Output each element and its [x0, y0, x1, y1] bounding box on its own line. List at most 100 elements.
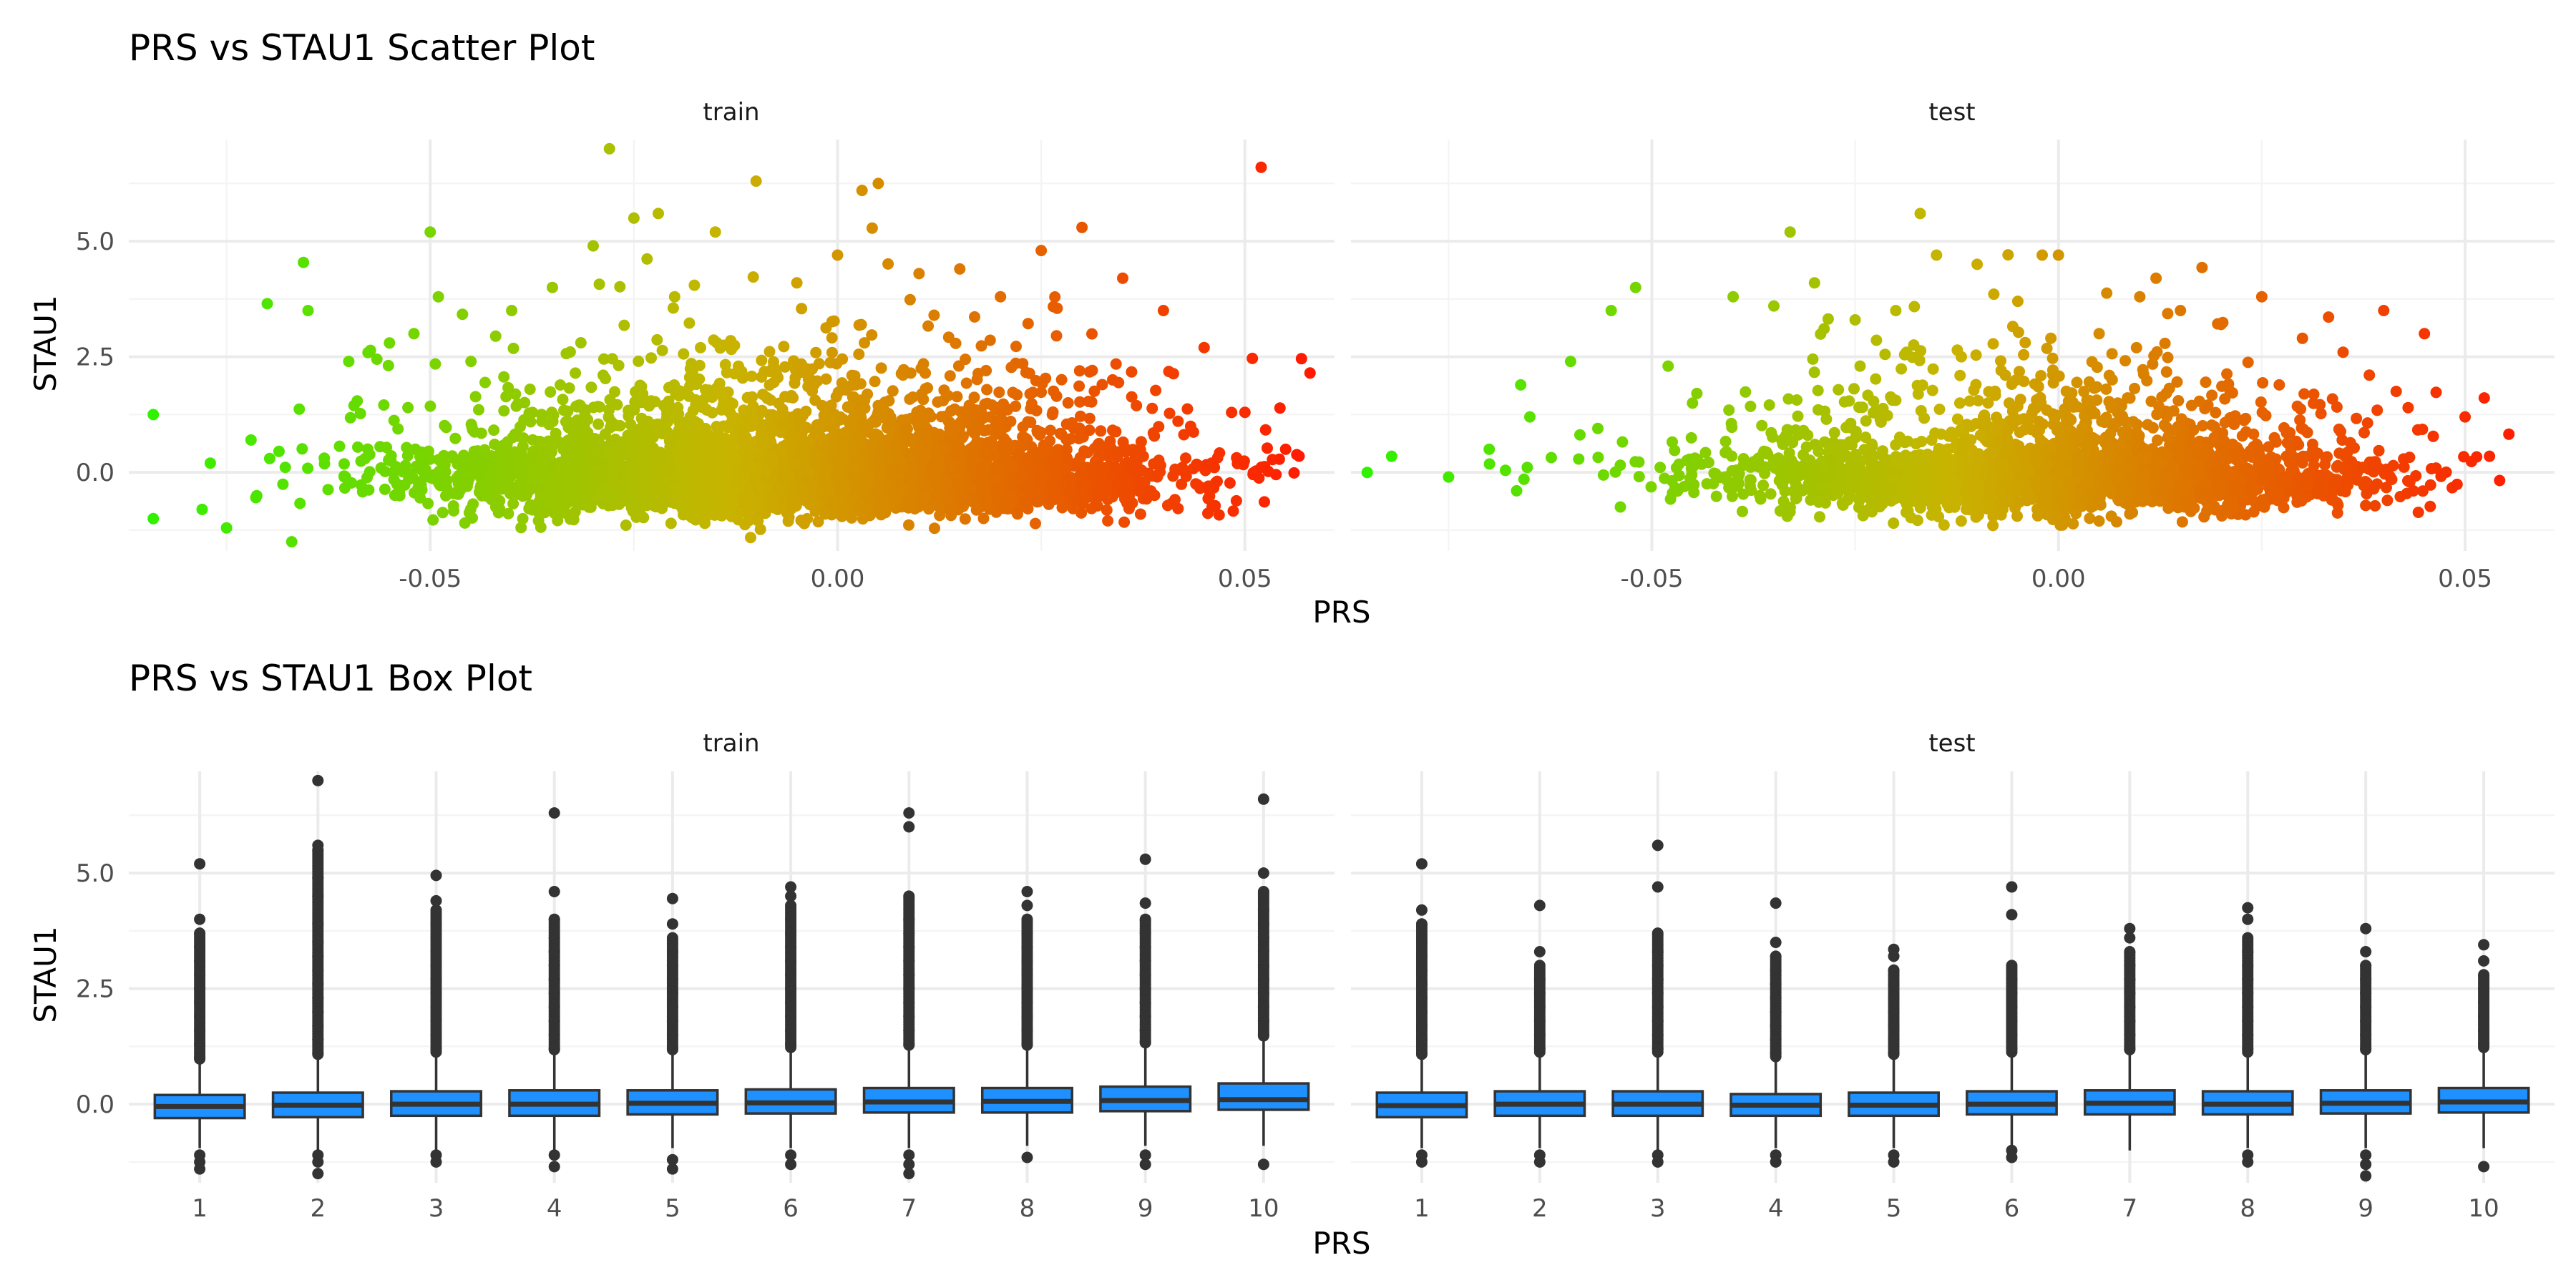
scatter-point — [593, 278, 605, 291]
scatter-point — [532, 514, 545, 527]
scatter-point — [977, 447, 990, 459]
scatter-point — [273, 445, 285, 457]
scatter-point — [923, 503, 935, 515]
scatter-point — [789, 377, 801, 389]
scatter-point — [907, 391, 919, 403]
scatter-point — [866, 222, 878, 234]
scatter-point — [603, 404, 615, 416]
scatter-point — [875, 362, 887, 374]
scatter-point — [585, 381, 597, 394]
scatter-point — [1224, 477, 1236, 489]
scatter-point — [982, 424, 995, 436]
scatter-point — [607, 475, 619, 487]
scatter-point — [1040, 372, 1052, 384]
scatter-point — [824, 414, 836, 426]
scatter-point — [768, 356, 779, 368]
scatter-point — [719, 432, 731, 444]
scatter-point — [1073, 380, 1085, 392]
scatter-point — [944, 416, 956, 429]
scatter-point — [479, 444, 491, 456]
scatter-point — [570, 367, 582, 379]
scatter-point — [597, 353, 610, 365]
scatter-point — [969, 311, 980, 323]
scatter-point — [1088, 385, 1101, 397]
scatter-point — [1033, 453, 1045, 465]
scatter-point — [250, 492, 262, 504]
scatter-point — [1050, 330, 1063, 342]
scatter-point — [672, 401, 684, 414]
scatter-point — [605, 416, 618, 428]
scatter-point — [556, 477, 568, 489]
scatter-point — [378, 399, 390, 411]
scatter-point — [580, 444, 592, 457]
scatter-point — [322, 484, 334, 496]
scatter-point — [401, 449, 414, 462]
scatter-point — [1022, 416, 1034, 428]
scatter-point — [777, 417, 789, 429]
scatter-point — [553, 462, 565, 474]
scatter-point — [614, 280, 626, 293]
facet-strip-train: train — [703, 98, 759, 127]
scatter-point — [1022, 318, 1034, 330]
scatter-point — [756, 404, 768, 416]
scatter-point — [488, 424, 500, 436]
scatter-point — [633, 355, 645, 367]
scatter-point — [618, 319, 630, 331]
scatter-point — [855, 318, 867, 331]
scatter-point — [352, 441, 364, 453]
scatter-point — [852, 432, 864, 444]
scatter-point — [575, 484, 587, 497]
scatter-point — [959, 406, 971, 418]
scatter-point — [344, 411, 356, 424]
scatter-point — [600, 373, 611, 384]
scatter-point — [1055, 429, 1068, 441]
scatter-point — [1030, 517, 1041, 530]
scatter-point — [675, 437, 688, 449]
scatter-point — [965, 482, 976, 494]
scatter-point — [616, 436, 628, 448]
scatter-point — [960, 377, 972, 389]
scatter-point — [448, 504, 460, 517]
scatter-point — [745, 532, 756, 544]
scatter-point — [1163, 407, 1176, 419]
scatter-point — [981, 384, 993, 396]
scatter-point — [302, 462, 314, 474]
scatter-point — [1181, 403, 1194, 415]
scatter-point — [933, 499, 945, 512]
scatter-point — [489, 439, 501, 450]
scatter-point — [656, 344, 668, 356]
scatter-point — [699, 422, 711, 434]
scatter-point — [928, 309, 940, 321]
scatter-point — [985, 436, 997, 448]
scatter-point — [684, 411, 696, 423]
scatter-point — [1262, 465, 1274, 477]
scatter-point — [1147, 427, 1159, 439]
scatter-point — [563, 382, 575, 394]
scatter-point — [382, 359, 394, 371]
scatter-point — [688, 279, 701, 291]
scatter-point — [497, 460, 509, 472]
scatter-point — [436, 507, 449, 519]
scatter-point — [440, 421, 452, 434]
scatter-point — [1246, 352, 1259, 364]
scatter-point — [1213, 509, 1225, 521]
scatter-point — [1024, 388, 1036, 400]
scatter-point — [913, 421, 925, 433]
scatter-point — [950, 337, 962, 349]
scatter-point — [644, 487, 656, 499]
scatter-point — [1118, 516, 1131, 528]
scatter-point — [449, 432, 462, 444]
scatter-point — [1104, 435, 1116, 447]
scatter-point — [966, 457, 978, 469]
scatter-point — [294, 497, 306, 509]
scatter-point — [458, 449, 469, 462]
scatter-point — [263, 452, 275, 464]
scatter-point — [877, 502, 889, 514]
scatter-point — [635, 381, 648, 393]
scatter-point — [557, 394, 569, 406]
scatter-point — [498, 405, 510, 417]
scatter-point — [1010, 400, 1022, 412]
scatter-point — [1049, 291, 1061, 303]
scatter-point — [499, 475, 511, 487]
scatter-point — [424, 400, 436, 412]
